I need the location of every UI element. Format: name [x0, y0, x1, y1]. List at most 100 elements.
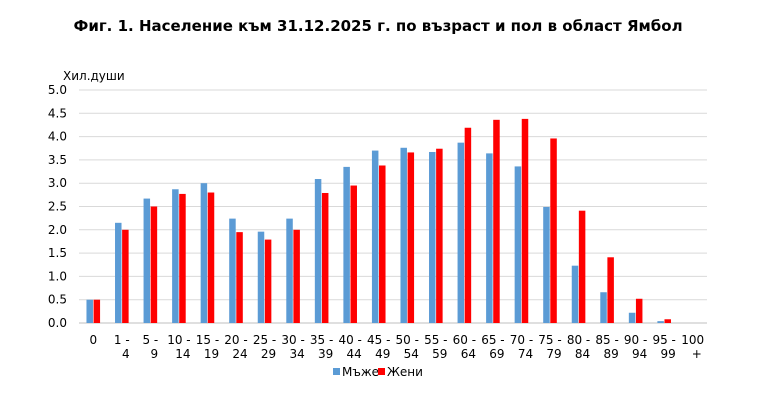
x-tick-label-line2: 59: [432, 347, 447, 361]
bar-female: [664, 319, 671, 323]
x-tick-label: 40 -: [338, 333, 361, 347]
x-tick-label: 70 -: [510, 333, 533, 347]
bar-male: [657, 321, 664, 323]
legend-swatch: [378, 368, 385, 375]
x-tick-label-line2: 74: [518, 347, 533, 361]
x-tick-label-line2: 44: [347, 347, 362, 361]
x-tick-label-line2: 9: [151, 347, 159, 361]
bars: [86, 118, 671, 323]
bar-female: [521, 118, 529, 323]
legend-label: Мъже: [342, 365, 379, 379]
x-tick-label: 20 -: [224, 333, 247, 347]
bar-female: [493, 119, 500, 323]
bar-male: [628, 312, 636, 323]
x-tick-label: 80 -: [567, 333, 590, 347]
bar-female: [93, 299, 101, 323]
y-tick-label: 3.5: [48, 153, 67, 167]
bar-female: [321, 192, 329, 323]
x-tick-label-line2: 89: [603, 347, 618, 361]
x-tick-label: 1 -: [114, 333, 130, 347]
chart-title: Фиг. 1. Население към 31.12.2025 г. по в…: [73, 17, 682, 35]
x-tick-label: 45 -: [367, 333, 390, 347]
bar-female: [550, 138, 557, 323]
bar-male: [400, 147, 407, 323]
bar-female: [150, 206, 158, 323]
bar-male: [257, 231, 265, 323]
x-tick-label: 0: [89, 333, 97, 347]
y-axis-ticks: 0.0 0.5 1.0 1.5 2.0 2.5 3.0 3.5 4.0 4.5 5.0: [48, 83, 67, 330]
bar-female: [436, 148, 443, 323]
x-tick-label-line2: 99: [661, 347, 676, 361]
x-tick-label: 5 -: [142, 333, 158, 347]
bar-female: [635, 298, 643, 323]
bar-male: [343, 166, 350, 323]
y-tick-label: 2.5: [48, 200, 67, 214]
x-tick-label-line2: 19: [204, 347, 219, 361]
legend-label: Жени: [387, 365, 423, 379]
y-tick-label: 0.5: [48, 293, 67, 307]
x-tick-label: 35 -: [310, 333, 333, 347]
y-tick-label: 4.5: [48, 106, 67, 120]
y-axis-label: Хил.души: [63, 69, 125, 83]
y-tick-label: 4.0: [48, 130, 67, 144]
x-tick-label-line2: 14: [175, 347, 190, 361]
bar-female: [379, 165, 386, 323]
bar-male: [571, 265, 579, 323]
bar-female: [578, 210, 586, 323]
x-tick-label-line2: 39: [318, 347, 333, 361]
x-tick-label-line2: 49: [375, 347, 390, 361]
bar-female: [293, 229, 300, 323]
bar-female: [264, 239, 272, 323]
x-tick-label-line2: 34: [289, 347, 304, 361]
bar-male: [229, 218, 236, 323]
y-tick-label: 3.0: [48, 176, 67, 190]
y-tick-label: 1.5: [48, 246, 67, 260]
x-tick-label-line2: 94: [632, 347, 647, 361]
x-tick-label-line2: +: [692, 347, 702, 361]
bar-female: [179, 193, 186, 323]
bar-male: [115, 222, 122, 323]
bar-male: [486, 153, 493, 323]
x-tick-label: 25 -: [253, 333, 276, 347]
bar-male: [314, 179, 322, 323]
bar-male: [457, 142, 465, 323]
x-tick-label: 100: [681, 333, 704, 347]
bar-female: [350, 185, 357, 323]
x-tick-label-line2: 29: [261, 347, 276, 361]
x-tick-label-line2: 24: [232, 347, 247, 361]
y-tick-label: 2.0: [48, 223, 67, 237]
x-tick-label-line2: 64: [461, 347, 476, 361]
bar-male: [600, 292, 607, 323]
bar-female: [236, 232, 243, 323]
bar-female: [122, 229, 129, 323]
bar-male: [371, 150, 379, 323]
x-tick-label: 60 -: [453, 333, 476, 347]
x-tick-label: 15 -: [196, 333, 219, 347]
y-tick-label: 1.0: [48, 269, 67, 283]
bar-female: [607, 257, 614, 323]
x-tick-label-line2: 4: [122, 347, 130, 361]
x-tick-label: 30 -: [281, 333, 304, 347]
x-tick-label-line2: 84: [575, 347, 590, 361]
bar-male: [172, 189, 179, 323]
x-tick-label: 95 -: [652, 333, 675, 347]
bar-male: [143, 198, 151, 323]
x-tick-label: 50 -: [396, 333, 419, 347]
x-tick-label: 90 -: [624, 333, 647, 347]
x-tick-label: 10 -: [167, 333, 190, 347]
x-tick-label: 75 -: [538, 333, 561, 347]
y-tick-label: 5.0: [48, 83, 67, 97]
bar-male: [286, 218, 293, 323]
bar-female: [407, 152, 415, 323]
y-tick-label: 0.0: [48, 316, 67, 330]
legend: Мъже Жени: [333, 365, 423, 379]
x-tick-label: 85 -: [595, 333, 618, 347]
bar-male: [543, 206, 550, 323]
x-tick-label: 55 -: [424, 333, 447, 347]
legend-swatch: [333, 368, 340, 375]
x-tick-label-line2: 79: [546, 347, 561, 361]
bar-male: [200, 183, 208, 323]
bar-female: [464, 127, 472, 323]
